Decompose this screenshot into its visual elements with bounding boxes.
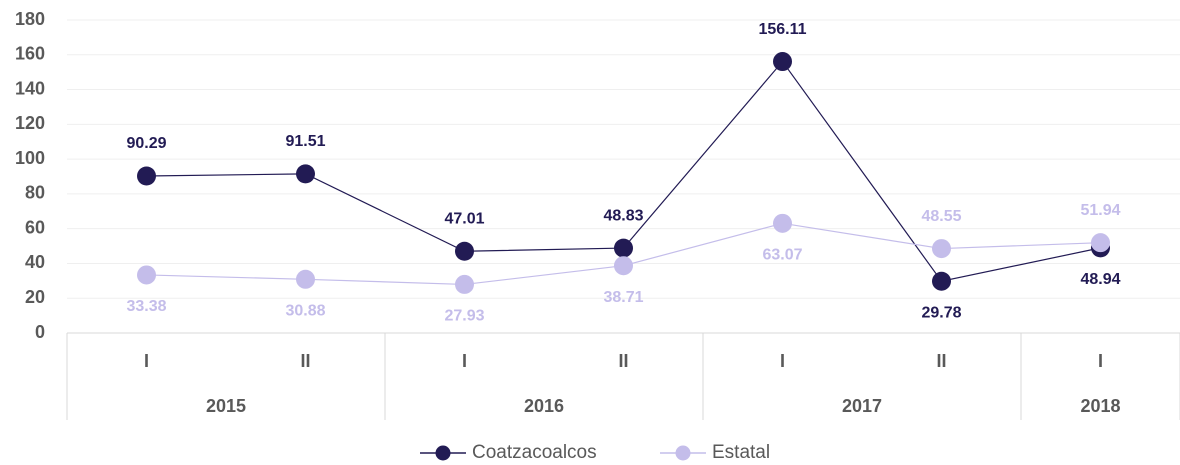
legend-label: Coatzacoalcos: [472, 442, 597, 463]
x-group-label: 2015: [206, 396, 246, 416]
point: [137, 166, 156, 186]
x-group-label: 2017: [842, 396, 882, 416]
value-label: 47.01: [444, 210, 484, 227]
value-label: 91.51: [285, 133, 325, 150]
x-tick-label: II: [618, 351, 628, 371]
point: [773, 213, 792, 233]
point: [773, 52, 792, 72]
y-tick-label: 20: [25, 287, 45, 307]
value-label: 156.11: [758, 21, 806, 38]
legend-marker: [675, 445, 691, 461]
x-tick-label: I: [144, 351, 149, 371]
value-label: 63.07: [762, 247, 802, 264]
y-tick-label: 100: [15, 148, 45, 168]
x-tick-label: I: [1098, 351, 1103, 371]
point: [1091, 233, 1110, 253]
point: [455, 241, 474, 261]
value-label: 29.78: [921, 304, 961, 321]
x-group-label: 2016: [524, 396, 564, 416]
point: [932, 271, 951, 291]
value-label: 51.94: [1080, 202, 1120, 219]
legend-marker: [435, 445, 451, 461]
y-tick-label: 80: [25, 183, 45, 203]
value-label: 48.94: [1080, 271, 1120, 288]
value-label: 48.55: [921, 208, 961, 225]
y-tick-label: 60: [25, 217, 45, 237]
point: [296, 164, 315, 184]
x-tick-label: I: [462, 351, 467, 371]
y-tick-label: 180: [15, 9, 45, 29]
y-tick-label: 160: [15, 44, 45, 64]
value-label: 33.38: [126, 298, 166, 315]
legend-label: Estatal: [712, 442, 770, 463]
point: [137, 265, 156, 285]
point: [614, 256, 633, 276]
y-tick-label: 40: [25, 252, 45, 272]
value-label: 90.29: [126, 135, 166, 152]
value-label: 48.83: [603, 207, 643, 224]
x-tick-label: II: [936, 351, 946, 371]
x-tick-label: II: [300, 351, 310, 371]
y-tick-label: 0: [35, 322, 45, 342]
point: [932, 239, 951, 259]
point: [455, 274, 474, 294]
y-tick-label: 140: [15, 78, 45, 98]
y-tick-label: 120: [15, 113, 45, 133]
x-tick-label: I: [780, 351, 785, 371]
value-label: 27.93: [444, 308, 484, 325]
value-label: 38.71: [603, 289, 643, 306]
point: [614, 238, 633, 258]
x-group-label: 2018: [1080, 396, 1120, 416]
value-label: 30.88: [285, 303, 325, 320]
point: [296, 269, 315, 289]
